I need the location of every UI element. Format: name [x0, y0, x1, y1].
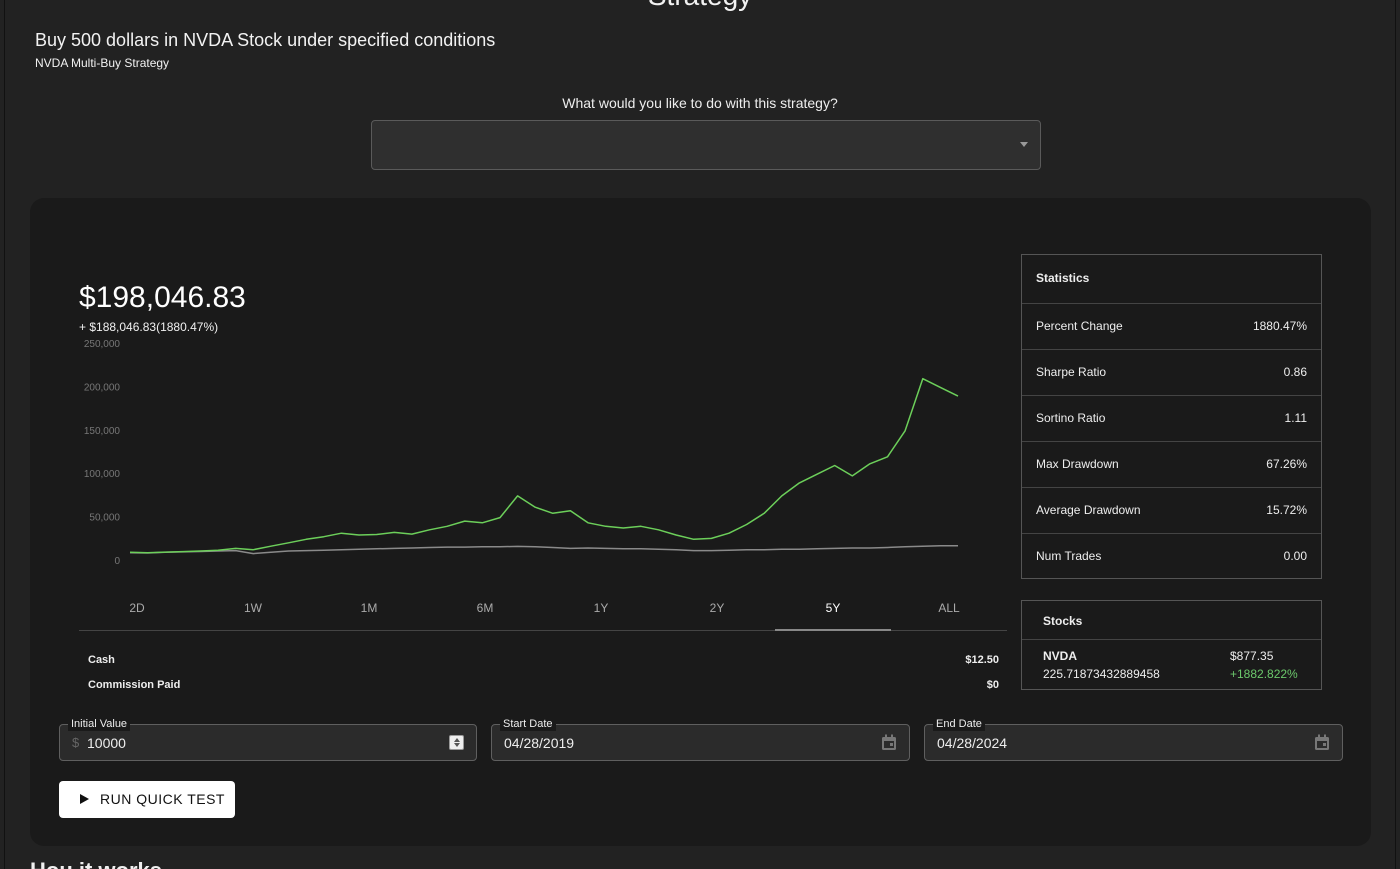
stat-value: 0.00	[1283, 549, 1307, 563]
section-heading: Hou it works	[30, 858, 162, 869]
initial-value-label: Initial Value	[68, 717, 131, 731]
series-line-1	[129, 545, 958, 555]
commission-label: Commission Paid	[88, 679, 181, 691]
currency-prefix: $	[72, 735, 80, 750]
y-tick-label: 0	[114, 556, 120, 567]
range-tab-1m[interactable]: 1M	[360, 601, 378, 615]
stat-row-sharpe-ratio: Sharpe Ratio 0.86	[1022, 350, 1321, 396]
range-tab-1w[interactable]: 1W	[244, 601, 262, 615]
page-heading: Strategy	[5, 0, 1395, 12]
portfolio-change: + $188,046.83(1880.47%)	[79, 320, 219, 334]
range-tab-5y[interactable]: 5Y	[775, 597, 891, 631]
strategy-question: What would you like to do with this stra…	[562, 95, 838, 111]
stat-value: 1880.47%	[1252, 319, 1307, 333]
stock-symbol: NVDA	[1043, 649, 1078, 663]
start-date-label: Start Date	[500, 717, 556, 731]
stock-change: +1882.822%	[1230, 667, 1298, 681]
initial-value-input[interactable]: 10000	[87, 735, 126, 751]
stock-quantity: 225.71873432889458	[1043, 667, 1160, 681]
range-tab-2y[interactable]: 2Y	[709, 601, 725, 615]
series-line-0	[129, 377, 959, 554]
stepper-icon[interactable]	[449, 735, 464, 750]
stat-value: 15.72%	[1266, 503, 1307, 517]
stat-row-sortino-ratio: Sortino Ratio 1.11	[1022, 396, 1321, 442]
end-date-input[interactable]: 04/28/2024	[937, 735, 1008, 751]
run-button-label: RUN QUICK TEST	[100, 791, 225, 807]
stat-value: 67.26%	[1266, 457, 1307, 471]
strategy-subtitle: NVDA Multi-Buy Strategy	[35, 56, 170, 70]
portfolio-value: $198,046.83	[79, 281, 246, 314]
start-date-field[interactable]: Start Date 04/28/2019	[491, 717, 910, 761]
y-tick-label: 200,000	[84, 382, 121, 393]
performance-chart: 250,000 200,000 150,000 100,000 50,000 0	[84, 339, 959, 567]
y-tick-label: 150,000	[84, 426, 121, 437]
stat-label: Sharpe Ratio	[1036, 365, 1107, 379]
y-tick-label: 250,000	[84, 339, 121, 350]
range-tabs: 2D 1W 1M 6M 1Y 2Y 5Y ALL	[79, 597, 1007, 631]
start-date-input[interactable]: 04/28/2019	[504, 735, 575, 751]
chevron-down-icon	[1020, 142, 1028, 147]
stat-row-num-trades: Num Trades 0.00	[1022, 534, 1321, 580]
stat-row-max-drawdown: Max Drawdown 67.26%	[1022, 442, 1321, 488]
statistics-card: Statistics Percent Change 1880.47% Sharp…	[1021, 254, 1322, 579]
strategy-action-select[interactable]	[371, 120, 1041, 170]
cash-row: Cash $12.50	[88, 654, 999, 666]
range-tab-1y[interactable]: 1Y	[593, 601, 609, 615]
cash-label: Cash	[88, 654, 115, 666]
stat-label: Sortino Ratio	[1036, 411, 1106, 425]
stat-row-percent-change: Percent Change 1880.47%	[1022, 304, 1321, 350]
commission-row: Commission Paid $0	[88, 679, 999, 691]
stat-label: Num Trades	[1036, 549, 1102, 563]
stocks-title: Stocks	[1022, 601, 1321, 640]
stat-value: 1.11	[1284, 411, 1307, 425]
stat-label: Percent Change	[1036, 319, 1123, 333]
range-tab-6m[interactable]: 6M	[476, 601, 494, 615]
cash-value: $12.50	[965, 654, 999, 666]
range-tab-2d[interactable]: 2D	[129, 601, 145, 615]
stat-row-average-drawdown: Average Drawdown 15.72%	[1022, 488, 1321, 534]
initial-value-field[interactable]: Initial Value $ 10000	[59, 717, 477, 761]
stat-label: Max Drawdown	[1036, 457, 1119, 471]
stat-label: Average Drawdown	[1036, 503, 1141, 517]
end-date-label: End Date	[933, 717, 985, 731]
stat-value: 0.86	[1283, 365, 1307, 379]
statistics-title: Statistics	[1022, 255, 1321, 304]
run-quick-test-button[interactable]: RUN QUICK TEST	[59, 781, 235, 818]
y-tick-label: 50,000	[89, 513, 120, 524]
calendar-icon[interactable]	[1314, 734, 1330, 751]
end-date-field[interactable]: End Date 04/28/2024	[924, 717, 1343, 761]
range-tab-all[interactable]: ALL	[938, 601, 960, 615]
y-tick-label: 100,000	[84, 469, 121, 480]
commission-value: $0	[986, 679, 999, 691]
play-icon	[80, 794, 89, 804]
strategy-title: Buy 500 dollars in NVDA Stock under spec…	[35, 30, 496, 50]
calendar-icon[interactable]	[881, 734, 897, 751]
stocks-card: Stocks NVDA 225.71873432889458 $877.35 +…	[1021, 600, 1322, 690]
stock-price: $877.35	[1230, 649, 1274, 663]
